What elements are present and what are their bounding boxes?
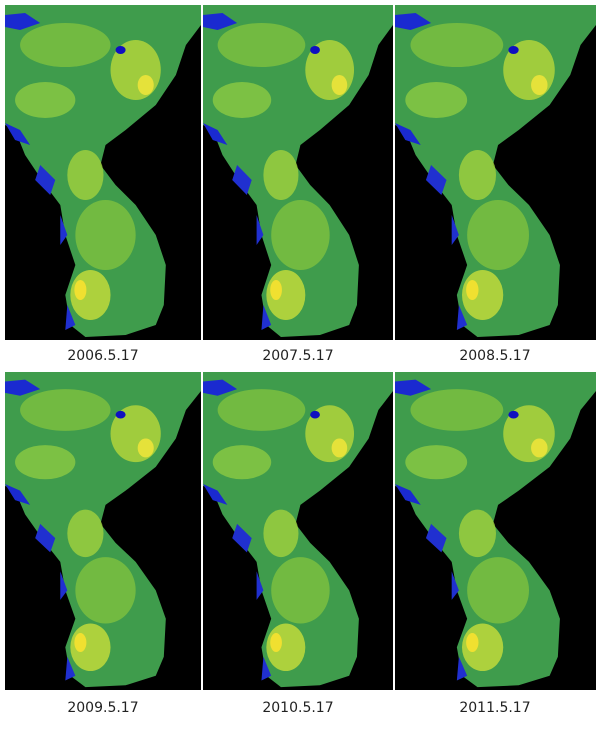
caption: 2008.5.17 — [459, 348, 530, 364]
caption: 2007.5.17 — [262, 348, 333, 364]
caption: 2010.5.17 — [262, 700, 333, 716]
page: {"panels": [ {"caption": "2006.5.17"}, {… — [0, 0, 601, 745]
map-image — [203, 5, 393, 340]
map-image — [395, 5, 596, 340]
caption: 2006.5.17 — [67, 348, 138, 364]
map-image — [5, 372, 201, 690]
figure: 2006.5.17 2007.5.17 2008.5.17 2009.5.17 … — [0, 0, 601, 745]
map-image — [5, 5, 201, 340]
map-image — [395, 372, 596, 690]
caption: 2009.5.17 — [67, 700, 138, 716]
map-image — [203, 372, 393, 690]
caption: 2011.5.17 — [459, 700, 530, 716]
